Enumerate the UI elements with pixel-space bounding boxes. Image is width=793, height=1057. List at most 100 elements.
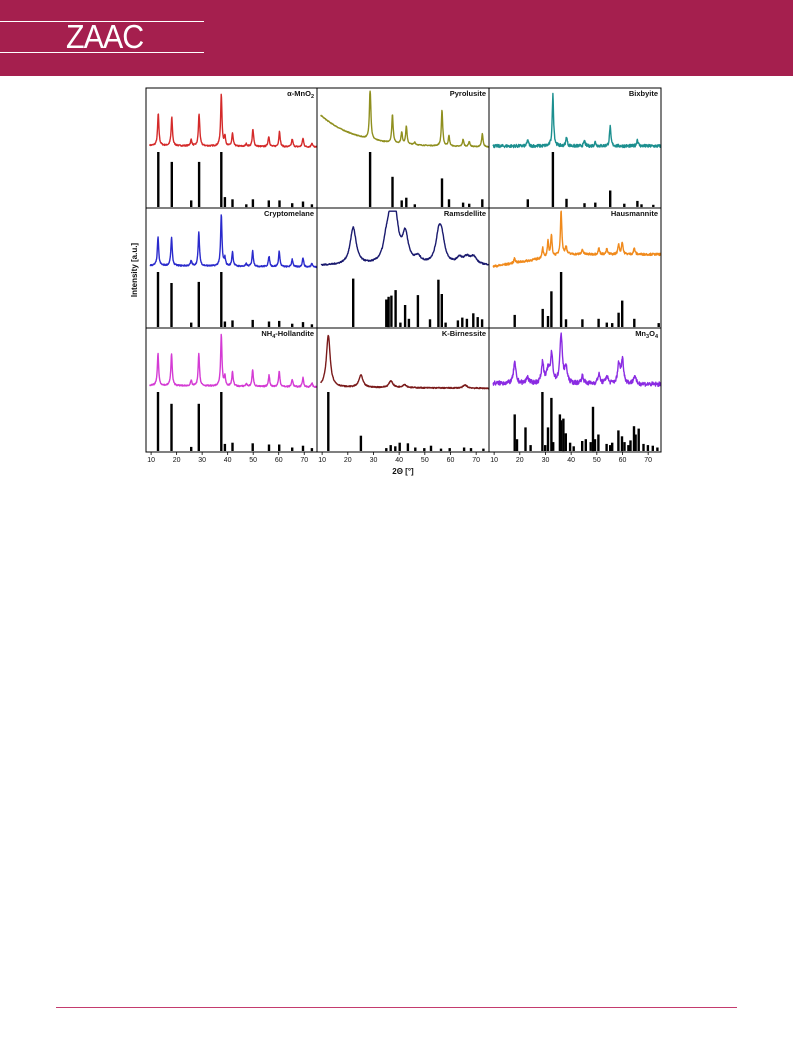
reference-stick: [552, 442, 555, 451]
measured-pattern-mn3o4: [492, 332, 662, 387]
reference-stick: [609, 190, 612, 207]
reference-stick: [550, 291, 553, 328]
reference-stick: [394, 446, 397, 451]
reference-stick: [403, 305, 407, 327]
x-tick-label: 50: [593, 457, 601, 464]
reference-stick: [267, 321, 271, 327]
reference-stick: [551, 152, 555, 207]
reference-stick: [461, 202, 465, 207]
measured-pattern-cryptomelane: [149, 214, 318, 269]
x-tick-label: 10: [318, 457, 326, 464]
reference-stick: [541, 308, 544, 328]
footer-rule: [56, 1007, 737, 1008]
measured-pattern-hausmannite: [492, 210, 662, 268]
reference-stick: [627, 445, 630, 451]
reference-stick: [565, 198, 568, 208]
reference-stick: [190, 200, 193, 207]
reference-stick: [385, 299, 388, 327]
reference-stick: [301, 201, 305, 207]
reference-stick: [564, 319, 568, 327]
reference-stick: [617, 312, 620, 327]
reference-stick: [642, 443, 645, 451]
measured-pattern-k-birnessite: [320, 334, 490, 390]
panel-title-nh4-hollandite: NH4-Hollandite: [261, 329, 314, 340]
reference-stick: [468, 203, 471, 207]
reference-stick: [197, 281, 200, 327]
measured-pattern-nh4-hollandite: [149, 333, 318, 388]
reference-stick: [190, 446, 193, 451]
journal-header-band: ZAAC: [0, 0, 793, 76]
x-tick-label: 30: [370, 457, 378, 464]
reference-stick: [611, 323, 614, 327]
reference-stick: [609, 445, 612, 451]
reference-stick: [389, 445, 392, 451]
x-tick-label: 20: [516, 457, 524, 464]
reference-stick: [398, 442, 401, 451]
reference-stick: [581, 319, 584, 327]
x-tick-label: 50: [421, 457, 429, 464]
reference-stick: [267, 200, 270, 207]
reference-stick: [651, 445, 654, 451]
reference-stick: [291, 203, 294, 208]
panel-frame: [316, 207, 490, 329]
reference-stick: [223, 197, 227, 207]
x-tick-label: 60: [275, 457, 283, 464]
reference-stick: [310, 448, 314, 452]
reference-stick: [170, 403, 173, 451]
reference-stick: [251, 443, 254, 451]
reference-stick: [594, 202, 597, 207]
reference-stick: [310, 204, 314, 208]
reference-stick: [407, 318, 411, 328]
reference-stick: [605, 322, 608, 327]
reference-stick: [541, 392, 544, 451]
panel-frame: [488, 207, 662, 329]
x-tick-label: 70: [644, 457, 652, 464]
reference-stick: [562, 418, 565, 452]
reference-stick: [170, 283, 173, 327]
reference-stick: [546, 427, 550, 451]
reference-stick: [481, 199, 484, 207]
reference-stick: [157, 152, 160, 207]
reference-stick: [399, 322, 402, 327]
logo-top-rule: [0, 21, 204, 22]
reference-stick: [633, 318, 636, 328]
reference-stick: [440, 294, 443, 327]
reference-stick: [156, 392, 160, 451]
reference-stick: [414, 447, 417, 451]
y-axis-label: Intensity [a.u.]: [130, 243, 139, 298]
reference-stick: [368, 152, 372, 207]
reference-stick: [278, 200, 281, 207]
reference-stick: [550, 397, 553, 451]
panel-title-cryptomelane: Cryptomelane: [264, 209, 314, 218]
journal-logo: ZAAC: [66, 18, 144, 55]
measured-pattern-ramsdellite: [320, 210, 490, 266]
reference-stick: [623, 442, 626, 451]
reference-stick: [476, 317, 479, 327]
x-axis-label: 2Θ [°]: [392, 467, 414, 476]
reference-stick: [267, 444, 271, 451]
reference-stick: [428, 319, 432, 327]
reference-stick: [472, 313, 475, 328]
reference-stick: [170, 161, 173, 207]
reference-stick: [597, 434, 600, 451]
reference-stick: [197, 403, 200, 451]
reference-stick: [231, 320, 234, 327]
reference-stick: [448, 448, 451, 452]
reference-stick: [223, 443, 227, 451]
reference-stick: [310, 324, 314, 328]
x-tick-label: 10: [147, 457, 155, 464]
reference-stick: [352, 278, 355, 327]
x-tick-label: 20: [173, 457, 181, 464]
panel-title-ramsdellite: Ramsdellite: [444, 209, 486, 218]
reference-stick: [652, 204, 655, 207]
reference-stick: [621, 300, 624, 327]
measured-pattern--mno2: [149, 93, 318, 148]
reference-stick: [456, 320, 460, 327]
reference-stick: [583, 203, 586, 208]
reference-stick: [564, 433, 567, 451]
reference-stick: [465, 318, 469, 328]
reference-stick: [190, 322, 193, 327]
reference-stick: [416, 295, 420, 327]
reference-stick: [581, 441, 584, 451]
x-tick-label: 70: [300, 457, 308, 464]
